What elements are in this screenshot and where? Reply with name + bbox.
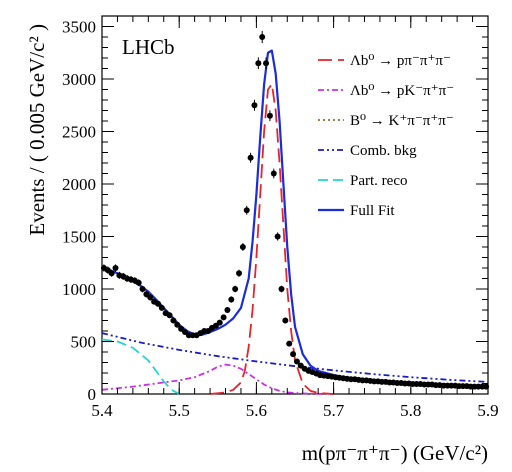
- y-tick-label: 0: [88, 385, 97, 404]
- data-point: [274, 233, 281, 240]
- data-point: [154, 300, 161, 307]
- data-point: [236, 270, 243, 277]
- y-tick-label: 3500: [62, 18, 96, 37]
- curve-full-fit: [101, 49, 489, 387]
- legend-label: Λb⁰ → pK⁻π⁺π⁻: [350, 83, 454, 99]
- data-point: [158, 304, 165, 311]
- data-point: [112, 265, 119, 271]
- data-point: [266, 112, 273, 119]
- plot-frame: [101, 15, 489, 395]
- data-point: [251, 102, 258, 109]
- curve-part-reco: [101, 338, 180, 395]
- data-point: [139, 286, 146, 292]
- lhcb-label: LHCb: [122, 35, 175, 59]
- y-tick-label: 1500: [62, 228, 96, 247]
- x-tick-label: 5.7: [323, 401, 345, 420]
- legend-label: Λb⁰ → pπ⁻π⁺π⁻: [350, 53, 451, 69]
- data-point: [247, 154, 254, 161]
- data-point: [220, 314, 227, 321]
- legend-label: Full Fit: [350, 203, 395, 219]
- data-point: [170, 317, 177, 324]
- y-tick-label: 3000: [62, 70, 96, 89]
- data-point: [147, 294, 154, 301]
- fit-curves: [101, 49, 489, 395]
- axis-ticks: 5.4 5.5 5.6 5.7 5.8 5.9 0 500 1000 1500 2000 2500 30…: [62, 15, 499, 420]
- legend-label: Comb. bkg: [350, 143, 417, 159]
- x-tick-label: 5.4: [91, 401, 113, 420]
- data-point: [290, 351, 297, 358]
- data-point: [232, 286, 239, 292]
- data-point: [255, 60, 262, 67]
- y-tick-label: 1000: [62, 280, 96, 299]
- data-point: [293, 358, 300, 365]
- x-tick-label: 5.9: [477, 401, 498, 420]
- data-point: [135, 279, 142, 286]
- data-point: [263, 60, 270, 67]
- legend-label: B⁰ → K⁺π⁻π⁺π⁻: [350, 113, 454, 129]
- data-point: [270, 170, 277, 177]
- data-point: [108, 270, 115, 277]
- data-point: [243, 207, 250, 214]
- legend: Λb⁰ → pπ⁻π⁺π⁻ Λb⁰ → pK⁻π⁺π⁻ B⁰ → K⁺π⁻π⁺π⁻ C…: [318, 53, 454, 219]
- legend-label: Part. reco: [350, 173, 407, 189]
- y-tick-label: 500: [71, 333, 97, 352]
- curve-comb-bkg: [101, 332, 489, 383]
- y-tick-label: 2500: [62, 123, 96, 142]
- data-point: [228, 296, 235, 303]
- x-axis-title: m(pπ⁻π⁺π⁻) (GeV/c²): [302, 441, 488, 465]
- data-point: [216, 319, 223, 326]
- x-tick-label: 5.5: [169, 401, 190, 420]
- x-tick-label: 5.6: [246, 401, 267, 420]
- data-points: [100, 30, 490, 390]
- y-tick-label: 2000: [62, 175, 96, 194]
- x-tick-label: 5.8: [400, 401, 421, 420]
- y-axis-title: Events / ( 0.005 GeV/c² ): [25, 24, 49, 236]
- data-point: [239, 244, 246, 250]
- data-point: [282, 317, 289, 324]
- data-point: [166, 312, 173, 319]
- data-point: [278, 286, 285, 292]
- curve-b-pk: [101, 363, 334, 395]
- data-point: [259, 34, 266, 40]
- data-point: [224, 307, 231, 313]
- data-point: [286, 340, 293, 347]
- curve-b-p: [209, 83, 334, 395]
- plot-border: [101, 15, 489, 395]
- data-point: [174, 321, 181, 328]
